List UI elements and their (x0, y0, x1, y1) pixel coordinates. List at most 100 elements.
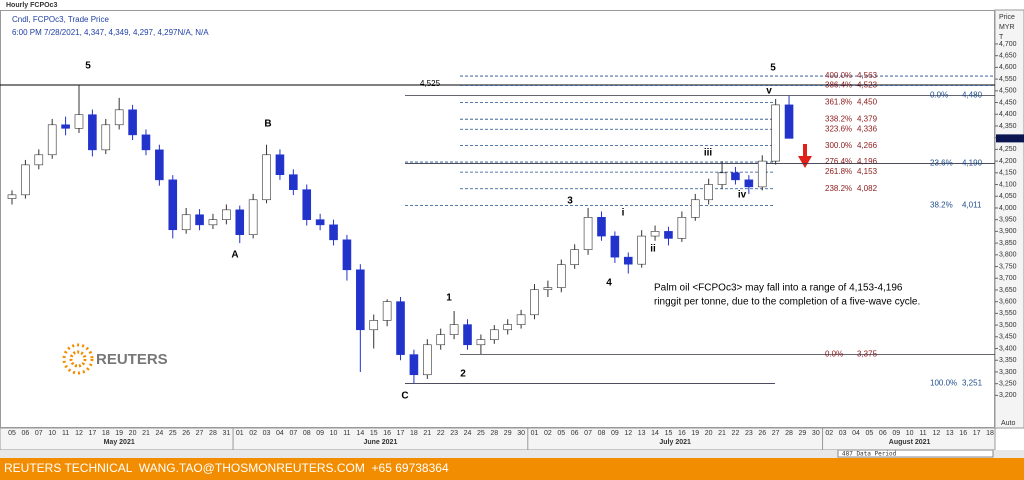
x-tick-label: 16 (383, 430, 391, 437)
arrow-shaft (803, 144, 807, 158)
candle-body (623, 256, 633, 265)
wave-label: iii (704, 148, 713, 159)
candle-body (463, 324, 472, 346)
fib-label: 323.6% (825, 124, 852, 133)
y-tick-label: 3,650 (999, 287, 1017, 294)
fib-label: 300.0% (825, 141, 852, 150)
note: Palm oil <FCPOc3> may fall into a range … (654, 283, 903, 294)
arrow-head (798, 156, 812, 168)
x-tick-label: 16 (678, 430, 686, 437)
x-tick-label: 06 (879, 430, 887, 437)
wave-label: 4 (606, 278, 612, 289)
candle-body (342, 239, 352, 271)
candle-body (222, 209, 231, 220)
candle-body (356, 269, 365, 331)
wave-label: C (401, 391, 408, 402)
x-tick-label: 04 (276, 430, 284, 437)
x-tick-label: 16 (959, 430, 967, 437)
candle-body (503, 324, 512, 331)
x-tick-label: 28 (490, 430, 498, 437)
x-tick-label: 27 (196, 430, 204, 437)
candle-body (141, 134, 151, 151)
candle-body (516, 314, 526, 325)
x-tick-label: 07 (289, 430, 297, 437)
fib-label: 0.0% (930, 91, 948, 100)
x-tick-label: 21 (142, 430, 150, 437)
candle-body (757, 160, 767, 188)
x-tick-label: 31 (222, 430, 230, 437)
fib-value: 4,523 (857, 81, 878, 90)
candle-body (114, 109, 124, 126)
logo-dots (62, 343, 94, 375)
candle-body (637, 235, 646, 265)
x-tick-label: 28 (785, 430, 793, 437)
candle-body (262, 154, 271, 201)
wave-label: 1 (446, 293, 452, 304)
x-tick-label: 25 (477, 430, 485, 437)
logo-text: REUTERS (96, 351, 168, 368)
candle-body (423, 344, 432, 376)
y-tick-label: 4,000 (999, 205, 1017, 212)
axis-title: Price (999, 14, 1015, 21)
x-tick-label: 28 (209, 430, 217, 437)
candle-body (677, 217, 687, 239)
fib-label: 361.8% (825, 98, 852, 107)
candle-body (583, 217, 593, 250)
logo-box (58, 338, 168, 380)
wave-label: 2 (460, 369, 466, 380)
candle-body (128, 109, 137, 136)
y-tick-label: 3,700 (999, 275, 1017, 282)
y-tick-label: 4,550 (999, 76, 1017, 83)
note: ringgit per tonne, due to the completion… (654, 297, 920, 308)
x-tick-label: 07 (584, 430, 592, 437)
fib-label: 400.0% (825, 71, 852, 80)
y-tick-label: 3,550 (999, 310, 1017, 317)
x-tick-label: 30 (812, 430, 820, 437)
x-tick-label: 18 (986, 430, 994, 437)
candle-body (88, 114, 97, 151)
candle-body (543, 287, 553, 291)
candle-body (208, 219, 218, 226)
x-tick-label: 12 (75, 430, 83, 437)
x-tick-label: 09 (892, 430, 900, 437)
fib-label: 0.0% (825, 349, 843, 358)
candle-body (329, 224, 338, 241)
x-tick-label: 17 (973, 430, 981, 437)
candle-body (168, 179, 178, 231)
x-tick-label: 12 (624, 430, 632, 437)
x-tick-label: 06 (21, 430, 29, 437)
x-tick-label: 05 (866, 430, 874, 437)
candle-body (556, 264, 566, 288)
candle-body (47, 124, 57, 156)
fib-value: 4,011 (962, 200, 982, 209)
y-tick-label: 3,900 (999, 228, 1017, 235)
y-tick-label: 4,600 (999, 64, 1017, 71)
month-label: August 2021 (889, 439, 931, 446)
candle-body (181, 214, 191, 231)
x-tick-label: 23 (745, 430, 753, 437)
candle-body (704, 184, 713, 201)
x-tick-label: 27 (772, 430, 780, 437)
x-tick-label: 22 (437, 430, 445, 437)
fib-value: 4,153 (857, 167, 878, 176)
candle-body (302, 189, 312, 220)
x-tick-label: 19 (691, 430, 699, 437)
candle-body (382, 301, 392, 321)
x-tick-label: 08 (303, 430, 311, 437)
x-tick-label: 26 (182, 430, 190, 437)
wave-label: 3 (567, 196, 573, 207)
x-tick-label: 14 (356, 430, 364, 437)
x-tick-label: 10 (48, 430, 56, 437)
x-tick-label: 21 (718, 430, 726, 437)
candle-body (315, 219, 325, 226)
candle-body (409, 354, 419, 376)
candle-body (235, 209, 245, 235)
y-tick-label: 3,300 (999, 369, 1017, 376)
x-tick-label: 25 (169, 430, 177, 437)
x-tick-label: 02 (544, 430, 552, 437)
wave-label: B (264, 119, 271, 130)
candle-body (248, 199, 258, 235)
x-tick-label: 24 (155, 430, 163, 437)
candle-body (155, 149, 164, 181)
